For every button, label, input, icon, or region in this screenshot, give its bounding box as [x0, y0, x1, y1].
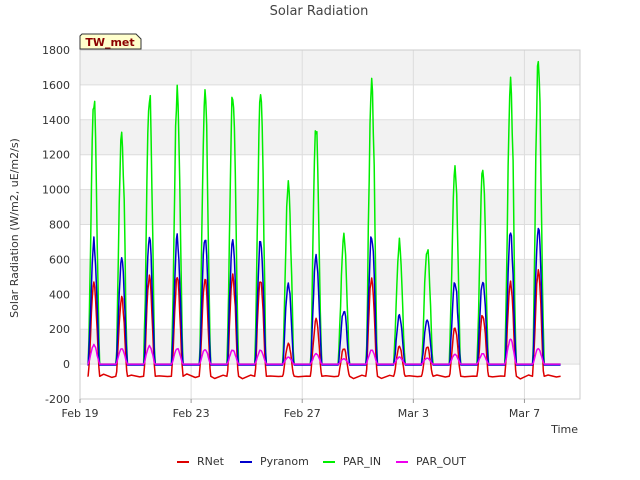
x-tick-label: Mar 3 [398, 407, 429, 420]
y-axis-title: Solar Radiation (W/m2, uE/m2/s) [8, 138, 21, 318]
legend-label-pyranom: Pyranom [260, 455, 309, 468]
x-tick-label: Feb 27 [284, 407, 321, 420]
y-tick-label: 1200 [42, 149, 70, 162]
chart-title: Solar Radiation [270, 4, 369, 19]
legend-label-rnet: RNet [197, 455, 225, 468]
station-badge-label: TW_met [85, 36, 134, 49]
y-tick-label: 1600 [42, 79, 70, 92]
series-line-par-out [87, 338, 561, 365]
background-band [80, 50, 580, 85]
legend-label-par-in: PAR_IN [343, 455, 381, 468]
series-layer [87, 60, 561, 380]
background-band [80, 329, 580, 365]
x-axis-ticks: Feb 19 Feb 23 Feb 27 Mar 3 Mar 7 [62, 399, 540, 420]
series-line-pyranom [87, 227, 561, 366]
y-axis-ticks: -200 0 200 400 600 800 1000 1200 1400 1600 1800 [42, 44, 70, 406]
y-tick-label: 1000 [42, 184, 70, 197]
x-tick-label: Feb 19 [62, 407, 99, 420]
y-tick-label: 1800 [42, 44, 70, 57]
y-tick-label: -200 [45, 393, 70, 406]
x-tick-label: Feb 23 [173, 407, 210, 420]
x-axis-title: Time [550, 423, 578, 436]
legend-label-par-out: PAR_OUT [416, 455, 466, 468]
y-tick-label: 400 [49, 288, 70, 301]
plot-background [80, 50, 580, 365]
y-tick-label: 600 [49, 253, 70, 266]
y-tick-label: 1400 [42, 114, 70, 127]
legend: RNet Pyranom PAR_IN PAR_OUT [177, 455, 466, 468]
background-band [80, 259, 580, 295]
y-tick-label: 0 [63, 358, 70, 371]
x-tick-label: Mar 7 [509, 407, 540, 420]
plot-frame [79, 49, 581, 400]
y-tick-label: 200 [49, 323, 70, 336]
background-band [80, 189, 580, 225]
series-line-rnet [87, 269, 561, 380]
station-badge-shape [79, 33, 142, 50]
station-badge: TW_met [79, 33, 142, 50]
y-tick-label: 800 [49, 219, 70, 232]
background-band [80, 119, 580, 155]
